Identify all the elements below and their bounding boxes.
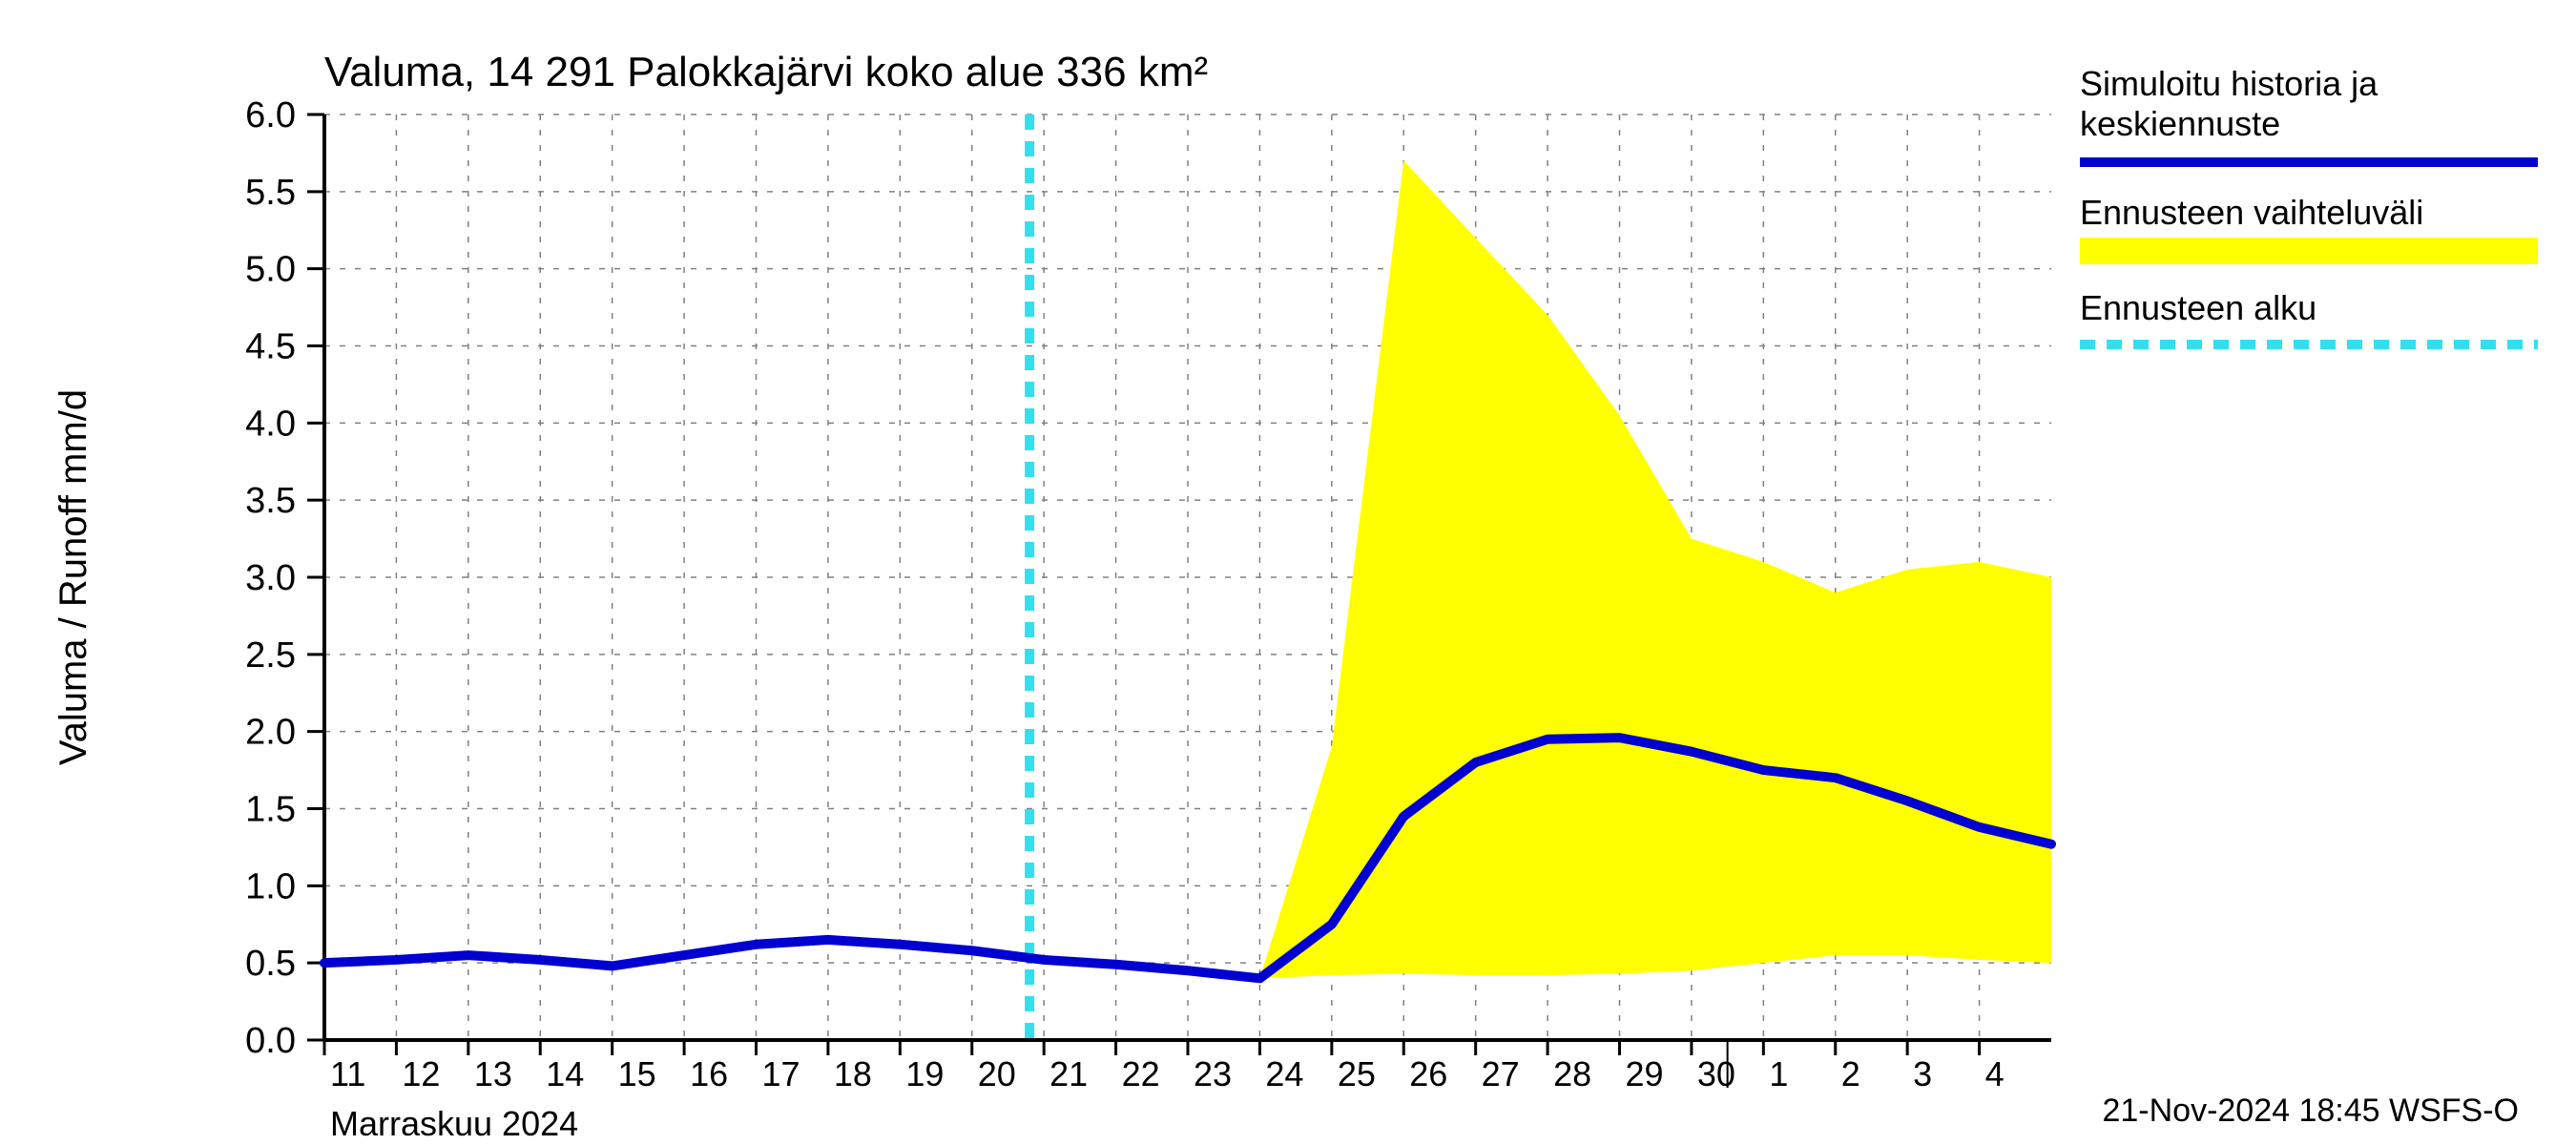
chart-container: 0.0 0.5 1.0 1.5 2.0 2.5 3.0 3.5 4.0 4.5 5.0 5.5 6.0 1… xyxy=(0,0,2576,1145)
x-tick-label: 4 xyxy=(1985,1054,2005,1093)
x-tick-label: 28 xyxy=(1553,1054,1591,1093)
x-tick-label: 22 xyxy=(1122,1054,1160,1093)
legend-label: keskiennuste xyxy=(2080,104,2280,143)
y-tick-label: 0.5 xyxy=(245,944,296,984)
legend-swatch xyxy=(2080,238,2538,264)
y-tick-label: 2.0 xyxy=(245,713,296,753)
y-tick-label: 6.0 xyxy=(245,95,296,135)
y-tick-label: 0.0 xyxy=(245,1021,296,1061)
legend-label: Ennusteen vaihteluväli xyxy=(2080,193,2423,232)
x-tick-label: 1 xyxy=(1769,1054,1788,1093)
x-tick-label: 30 xyxy=(1697,1054,1735,1093)
x-tick-label: 19 xyxy=(905,1054,944,1093)
x-month-label-fi: Marraskuu 2024 xyxy=(330,1104,578,1143)
x-tick-label: 2 xyxy=(1841,1054,1860,1093)
x-tick-label: 11 xyxy=(330,1054,365,1093)
y-axis-label: Valuma / Runoff mm/d xyxy=(52,389,94,765)
y-tick-label: 1.0 xyxy=(245,866,296,906)
x-tick-label: 12 xyxy=(402,1054,440,1093)
x-tick-label: 26 xyxy=(1409,1054,1447,1093)
x-tick-label: 24 xyxy=(1265,1054,1303,1093)
y-tick-label: 4.0 xyxy=(245,404,296,444)
legend-label: Simuloitu historia ja xyxy=(2080,64,2379,103)
x-tick-label: 13 xyxy=(474,1054,512,1093)
x-tick-label: 25 xyxy=(1338,1054,1376,1093)
x-tick-label: 20 xyxy=(978,1054,1016,1093)
runoff-chart: 0.0 0.5 1.0 1.5 2.0 2.5 3.0 3.5 4.0 4.5 5.0 5.5 6.0 1… xyxy=(0,0,2576,1145)
x-tick-label: 15 xyxy=(618,1054,656,1093)
x-tick-label: 18 xyxy=(834,1054,872,1093)
x-tick-label: 3 xyxy=(1913,1054,1932,1093)
y-tick-label: 2.5 xyxy=(245,635,296,676)
x-tick-label: 14 xyxy=(546,1054,584,1093)
chart-title: Valuma, 14 291 Palokkajärvi koko alue 33… xyxy=(324,49,1208,95)
y-tick-label: 3.0 xyxy=(245,558,296,598)
x-tick-label: 23 xyxy=(1194,1054,1232,1093)
x-tick-label: 27 xyxy=(1482,1054,1520,1093)
y-tick-label: 3.5 xyxy=(245,481,296,521)
x-tick-label: 21 xyxy=(1049,1054,1088,1093)
y-tick-label: 5.5 xyxy=(245,173,296,213)
y-tick-label: 5.0 xyxy=(245,250,296,290)
x-tick-label: 29 xyxy=(1626,1054,1664,1093)
x-tick-label: 17 xyxy=(762,1054,800,1093)
timestamp-footer: 21-Nov-2024 18:45 WSFS-O xyxy=(2102,1093,2519,1129)
y-tick-label: 1.5 xyxy=(245,790,296,830)
x-tick-label: 16 xyxy=(690,1054,728,1093)
y-tick-label: 4.5 xyxy=(245,327,296,367)
legend-label: Ennusteen alku xyxy=(2080,288,2316,327)
